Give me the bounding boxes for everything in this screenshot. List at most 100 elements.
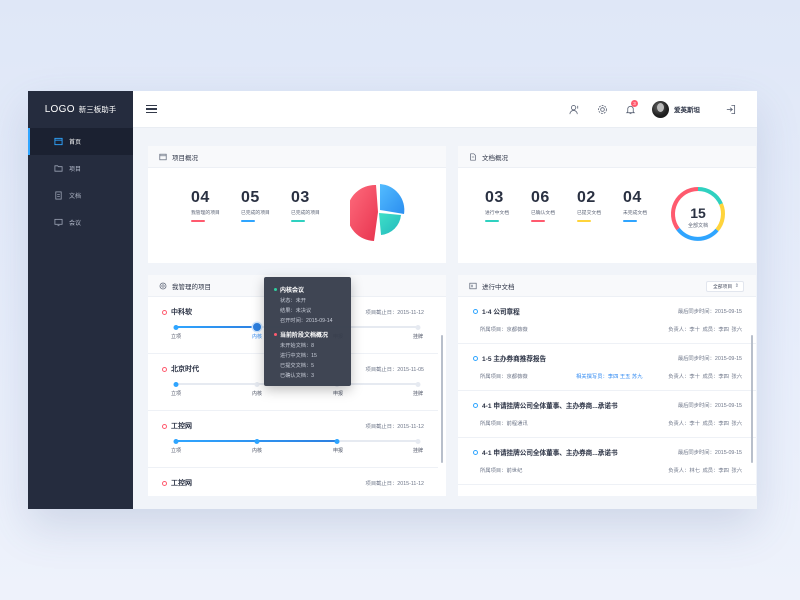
- stat-color-bar: [623, 220, 637, 222]
- list-icon: [469, 282, 477, 289]
- stage-label: 立项: [170, 391, 182, 397]
- stat-color-bar: [485, 220, 499, 222]
- hamburger-menu-icon[interactable]: [146, 104, 157, 114]
- stage-label: 挂牌: [412, 448, 424, 454]
- stage-node[interactable]: [254, 381, 260, 387]
- doc-sync-time: 最后同步时间：2015-09-15: [677, 309, 742, 315]
- project-item[interactable]: 工控网 项目截止日：2015-11-12: [148, 468, 438, 496]
- stat-value: 03: [485, 189, 504, 206]
- project-item[interactable]: 工控网 项目截止日：2015-11-12 立项 内核 申报 挂牌: [148, 411, 438, 468]
- avatar: [652, 100, 669, 118]
- stage-node[interactable]: [173, 381, 179, 387]
- stage-label: 立项: [170, 448, 182, 454]
- meeting-icon: [54, 218, 63, 227]
- status-dot: [162, 480, 167, 486]
- card-header: 项目概况: [148, 146, 446, 168]
- stat-value: 04: [191, 189, 210, 206]
- donut-center: 15 全部文档: [670, 205, 726, 229]
- gear-icon[interactable]: [588, 104, 616, 115]
- stage-tooltip: 内核会议 状态：未开 结果：未决议 召开时间：2015-09-14 当前阶段文档…: [264, 277, 351, 386]
- doc-people: 负责人：李十 成员：李四 张六: [668, 327, 742, 333]
- sidebar-item-label: 项目: [69, 167, 82, 173]
- sidebar-item-projects[interactable]: 项目: [28, 155, 133, 182]
- file-icon: [470, 152, 476, 161]
- stat-label: 已提交文档: [577, 211, 601, 216]
- stat-label: 已确认文档: [531, 211, 555, 216]
- total-docs-value: 15: [690, 205, 706, 221]
- stat-value: 02: [577, 189, 596, 206]
- stage-node[interactable]: [334, 438, 340, 444]
- doc-item[interactable]: 4-1 申请挂牌公司全体董事、主办券商...承诺书 最后同步时间：2015-09…: [458, 391, 756, 438]
- tooltip-line: 已提交文档：5: [280, 363, 315, 369]
- user-icon[interactable]: [560, 104, 588, 115]
- app-window: LOGO 新三板助手 首页 项目 文档 会议: [28, 91, 757, 509]
- tooltip-docs-title: 当前阶段文档概况: [274, 330, 341, 339]
- stat-docs-submitted: 02 已提交文档: [577, 189, 601, 222]
- doc-sync-time: 最后同步时间：2015-09-15: [677, 356, 742, 362]
- status-dot: [473, 402, 478, 408]
- tooltip-line: 进行中文档：15: [280, 353, 317, 359]
- progress-track: [173, 438, 421, 444]
- scrollbar[interactable]: [440, 335, 443, 463]
- user-menu[interactable]: 爱英斯坦: [652, 100, 700, 118]
- document-icon: [54, 191, 63, 200]
- tooltip-line: 状态：未开: [280, 298, 306, 304]
- sidebar-item-home[interactable]: 首页: [28, 128, 133, 155]
- stage-label: 申报: [332, 448, 344, 454]
- status-dot: [162, 309, 167, 315]
- sidebar-item-meetings[interactable]: 会议: [28, 209, 133, 236]
- stat-color-bar: [577, 220, 591, 222]
- doc-item[interactable]: 1-5 主办券商推荐报告 最后同步时间：2015-09-15 所属项目：京都薇薇…: [458, 344, 756, 391]
- doc-item[interactable]: 4-1 申请挂牌公司全体董事、主办券商...承诺书 最后同步时间：2015-09…: [458, 438, 756, 485]
- stage-node[interactable]: [173, 324, 179, 330]
- status-dot: [473, 449, 478, 455]
- project-deadline: 项目截止日：2015-11-12: [365, 310, 424, 316]
- username: 爱英斯坦: [674, 107, 700, 114]
- doc-item[interactable]: 1-4 公司章程 最后同步时间：2015-09-15 所属项目：京都薇薇 负责人…: [458, 297, 756, 344]
- doc-title: 1-4 公司章程: [473, 306, 520, 316]
- topbar-actions: 3 爱英斯坦: [560, 99, 744, 118]
- tooltip-meeting-title: 内核会议: [274, 285, 341, 294]
- stage-node[interactable]: [173, 438, 179, 444]
- stat-value: 06: [531, 189, 550, 206]
- stage-node-current[interactable]: [252, 323, 261, 331]
- stage-label: 内核: [251, 391, 263, 397]
- stage-label: 内核: [251, 334, 263, 340]
- status-dot: [274, 288, 277, 291]
- doc-project: 所属项目：京都薇薇: [480, 374, 528, 380]
- pie-slice-blue: [380, 184, 405, 214]
- bell-icon[interactable]: 3: [616, 99, 644, 115]
- donut-segment-teal: [697, 186, 723, 205]
- doc-people: 负责人：林七 成员：李四 张六: [668, 468, 742, 474]
- logo-bar: LOGO 新三板助手: [28, 91, 133, 128]
- stage-node[interactable]: [254, 438, 260, 444]
- stat-label: 未完成文档: [623, 211, 647, 216]
- scrollbar[interactable]: [750, 335, 753, 463]
- stage-label: 挂牌: [412, 334, 424, 340]
- stage-node[interactable]: [415, 324, 421, 330]
- donut-segment-yellow: [715, 203, 725, 232]
- status-dot: [473, 355, 478, 361]
- project-deadline: 项目截止日：2015-11-12: [365, 424, 424, 430]
- doc-donut-chart: [671, 186, 725, 241]
- doc-related-writers[interactable]: 相关撰写员：李四 王五 苏九: [576, 374, 643, 380]
- project-filter-select[interactable]: 全部项目 ⇕: [706, 281, 744, 292]
- stage-label: 挂牌: [412, 391, 424, 397]
- stat-docs-in-progress: 03 进行中文档: [485, 189, 509, 222]
- window-icon: [159, 153, 167, 160]
- card-title: 文档概况: [482, 154, 508, 162]
- sidebar-item-documents[interactable]: 文档: [28, 182, 133, 209]
- project-name: 中科软: [162, 307, 192, 317]
- stage-node[interactable]: [415, 381, 421, 387]
- folder-icon: [54, 164, 63, 173]
- total-docs-label: 全部文档: [687, 223, 708, 229]
- doc-people: 负责人：李十 成员：李四 张六: [668, 421, 742, 427]
- status-dot: [162, 366, 167, 372]
- notification-badge: 3: [631, 99, 638, 107]
- stage-node[interactable]: [415, 438, 421, 444]
- logout-icon[interactable]: [716, 104, 744, 115]
- doc-overview-card: 文档概况 03 进行中文档 06 已确认文档 02 已提交文档 04 未完成文档: [458, 146, 756, 263]
- stat-docs-unfinished: 04 未完成文档: [623, 189, 647, 222]
- doc-sync-time: 最后同步时间：2015-09-15: [677, 403, 742, 409]
- doc-title: 1-5 主办券商推荐报告: [473, 353, 546, 363]
